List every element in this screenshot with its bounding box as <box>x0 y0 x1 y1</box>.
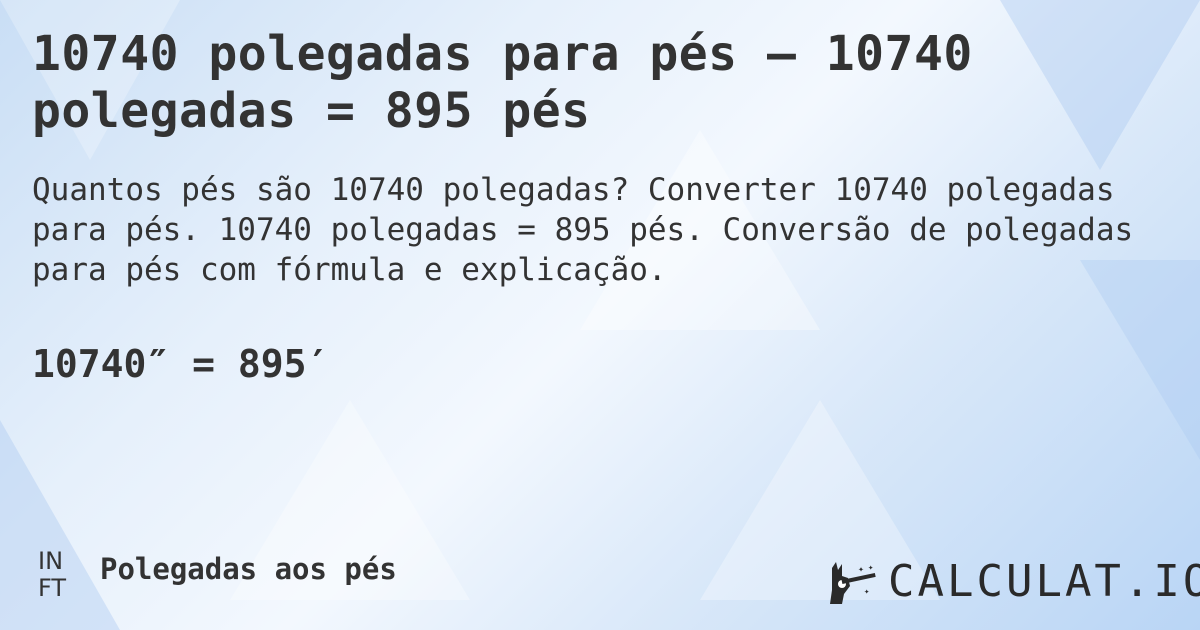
svg-text:✦: ✦ <box>864 587 870 597</box>
magic-hand-wand-icon: ✦ ✦ ✦ <box>830 561 876 604</box>
unit-from: IN <box>38 547 64 575</box>
logo: ✦ ✦ ✦ CALCULAT.IO <box>828 556 1200 607</box>
svg-text:✦: ✦ <box>858 564 864 575</box>
page-title: 10740 polegadas para pés — 10740 polegad… <box>32 26 973 139</box>
logo-text: CALCULAT.IO <box>888 556 1200 607</box>
svg-text:✦: ✦ <box>868 563 874 573</box>
category-label: Polegadas aos pés <box>100 552 397 586</box>
unit-to: FT <box>38 574 67 602</box>
unit-badge: IN FT <box>38 548 66 602</box>
conversion-result: 10740″ = 895′ <box>32 342 330 386</box>
description: Quantos pés são 10740 polegadas? Convert… <box>32 172 1134 288</box>
